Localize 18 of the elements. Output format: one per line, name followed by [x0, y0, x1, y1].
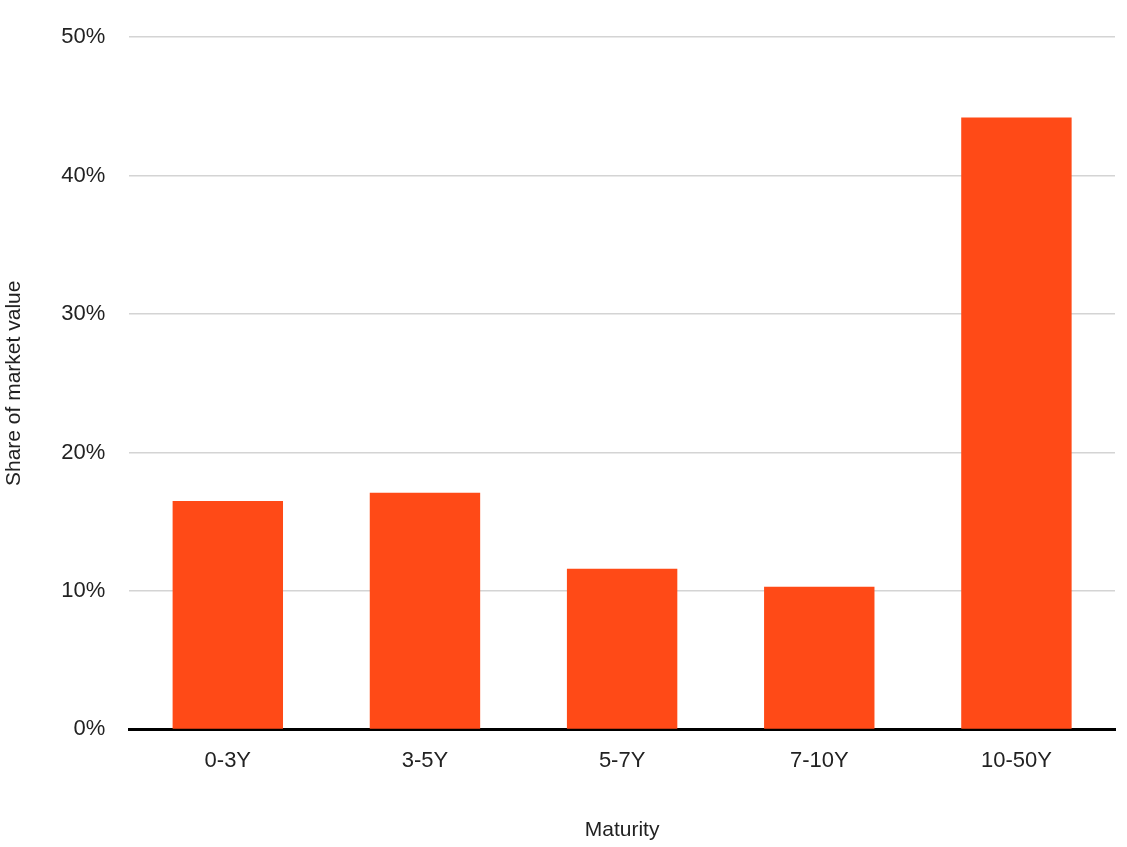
x-tick-label: 5-7Y — [598, 746, 646, 772]
bar — [566, 568, 678, 729]
y-tick-label: 0% — [73, 715, 106, 741]
bar — [764, 586, 875, 729]
y-tick-label: 20% — [61, 438, 106, 464]
bar — [172, 500, 284, 729]
y-tick-label: 30% — [61, 300, 106, 326]
x-axis-title: Maturity — [584, 817, 660, 841]
x-tick-label: 10-50Y — [980, 746, 1053, 772]
bar — [369, 492, 481, 729]
x-tick-label: 3-5Y — [401, 746, 449, 772]
x-tick-label: 0-3Y — [204, 746, 252, 772]
y-tick-label: 40% — [61, 161, 106, 187]
y-axis-title: Share of market value — [1, 280, 25, 487]
bar — [961, 117, 1072, 729]
y-tick-label: 10% — [61, 577, 106, 603]
x-tick-label: 7-10Y — [789, 746, 849, 772]
y-tick-label: 50% — [61, 23, 106, 49]
